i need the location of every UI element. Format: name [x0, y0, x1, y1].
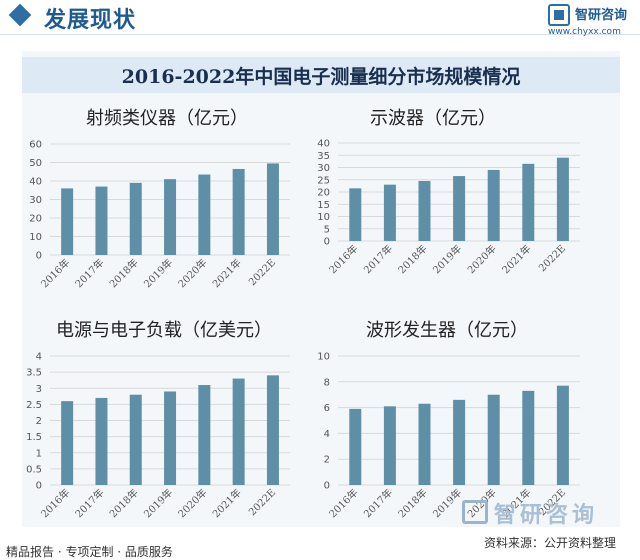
y-tick-label: 15: [317, 200, 330, 211]
y-tick-label: 10: [317, 212, 330, 223]
bar: [95, 397, 108, 485]
y-tick-label: 0.5: [26, 464, 42, 475]
y-tick-label: 4: [36, 352, 42, 363]
bar: [129, 394, 142, 485]
y-tick-label: 20: [317, 188, 330, 199]
bar: [487, 394, 500, 485]
footer-logo-icon: [462, 500, 488, 524]
bar: [383, 406, 396, 485]
y-tick-label: 10: [29, 232, 42, 243]
bar: [95, 186, 108, 255]
y-tick-label: 0: [36, 251, 42, 262]
bar: [349, 188, 362, 241]
y-tick-label: 3.5: [26, 368, 42, 379]
x-tick-label: 2019年: [430, 486, 464, 520]
bar: [383, 184, 396, 241]
chart-panel: [22, 51, 620, 527]
section-title: 发展现状: [44, 7, 137, 33]
chart-title-waveform: 波形发生器（亿元）: [366, 320, 528, 341]
y-tick-label: 30: [29, 195, 42, 206]
bar: [164, 179, 177, 255]
y-tick-label: 2.5: [26, 400, 42, 411]
y-tick-label: 25: [317, 175, 330, 186]
bar: [61, 401, 74, 485]
bar: [453, 399, 466, 485]
bar: [129, 182, 142, 255]
main-title: 2016-2022年中国电子测量细分市场规模情况: [121, 66, 521, 88]
bar: [522, 390, 535, 485]
y-tick-label: 2: [36, 416, 42, 427]
bar: [61, 188, 74, 255]
x-tick-label: 2018年: [395, 486, 429, 520]
bar: [522, 163, 535, 241]
x-tick-label: 2017年: [361, 486, 395, 520]
bar: [232, 378, 245, 485]
chart-title-rf: 射频类仪器（亿元）: [86, 108, 248, 129]
bar: [556, 385, 569, 485]
footer-source: 资料来源：公开资料整理: [484, 536, 617, 550]
y-tick-label: 0: [324, 481, 330, 492]
y-tick-label: 3: [36, 384, 42, 395]
y-tick-label: 10: [317, 352, 330, 363]
bar: [453, 176, 466, 241]
y-tick-label: 1.5: [26, 432, 42, 443]
y-tick-label: 8: [324, 377, 330, 388]
bar: [418, 180, 431, 241]
bar: [198, 174, 211, 255]
y-tick-label: 60: [29, 140, 42, 151]
y-tick-label: 4: [324, 429, 330, 440]
bar: [266, 375, 279, 485]
chart-title-power: 电源与电子负载（亿美元）: [56, 320, 272, 341]
bar: [232, 168, 245, 255]
header-divider: [0, 34, 640, 35]
y-tick-label: 30: [317, 163, 330, 174]
footer-brand: 智研咨询: [494, 503, 599, 528]
y-tick-label: 1: [36, 448, 42, 459]
bar: [266, 163, 279, 255]
y-tick-label: 20: [29, 214, 42, 225]
y-tick-label: 35: [317, 151, 330, 162]
bar: [349, 408, 362, 485]
bar: [556, 157, 569, 241]
x-tick-label: 2016年: [326, 486, 360, 520]
y-tick-label: 0: [324, 237, 330, 248]
y-tick-label: 2: [324, 455, 330, 466]
chart-title-oscilloscope: 示波器（亿元）: [370, 108, 496, 129]
bar: [487, 169, 500, 241]
footer-bar: [0, 532, 640, 559]
header-bar: [0, 0, 640, 36]
footer-tagline: 精品报告 · 专项定制 · 品质服务: [6, 545, 173, 559]
y-tick-label: 0: [36, 481, 42, 492]
y-tick-label: 6: [324, 403, 330, 414]
y-tick-label: 5: [324, 224, 330, 235]
y-tick-label: 40: [317, 139, 330, 150]
bar: [418, 403, 431, 485]
bar: [164, 391, 177, 485]
brand-logo-icon: [548, 4, 570, 26]
bar: [198, 385, 211, 485]
brand-name: 智研咨询: [575, 8, 628, 23]
y-tick-label: 50: [29, 158, 42, 169]
main-title-bar: [22, 57, 620, 93]
brand-url: www.chyxx.com: [548, 27, 621, 37]
y-tick-label: 40: [29, 177, 42, 188]
